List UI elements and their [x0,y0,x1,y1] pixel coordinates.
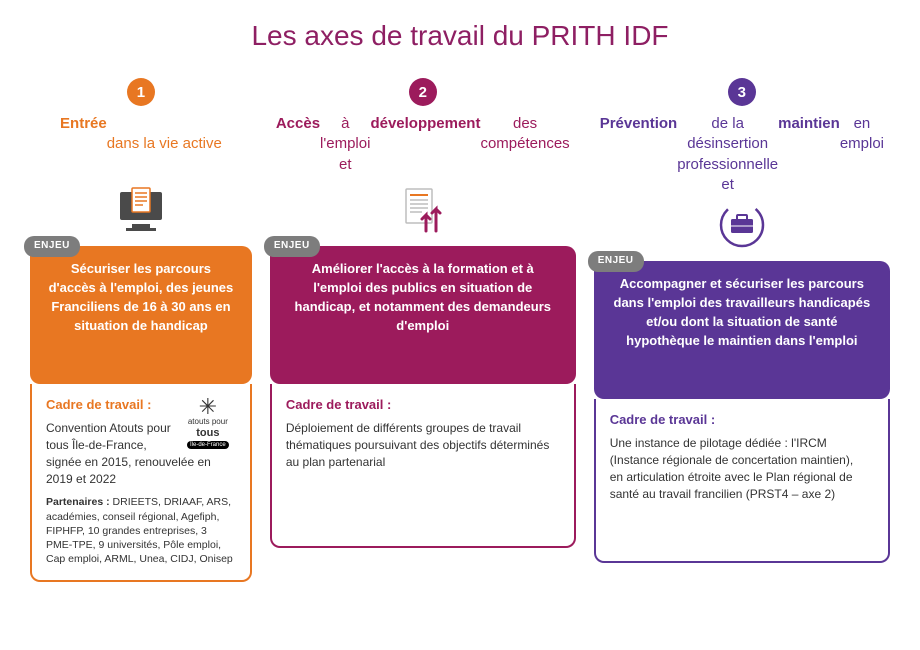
enjeu-text: Accompagner et sécuriser les parcours da… [612,275,872,350]
cadre-body: Déploiement de différents groupes de tra… [286,420,560,470]
axis-column-1: 1 Entréedans la vie active ENJEU Sécuris… [30,78,252,582]
axis-number-badge: 2 [409,78,437,106]
partners-line: Partenaires : DRIEETS, DRIAAF, ARS, acad… [46,495,236,566]
infographic-page: Les axes de travail du PRITH IDF 1 Entré… [0,0,920,602]
cadre-card: Cadre de travail : Une instance de pilot… [594,399,890,563]
axis-heading: Prévention de la désinsertion profession… [594,114,890,195]
enjeu-text: Améliorer l'accès à la formation et à l'… [288,260,558,335]
axis-column-3: 3 Prévention de la désinsertion professi… [594,78,890,582]
cadre-body: Une instance de pilotage dédiée : l'IRCM… [610,435,874,502]
cadre-card: ✳︎ atouts pour tous Île-de-France Cadre … [30,384,252,582]
axis-heading: Accès à l'emploiet développement des com… [270,114,576,180]
enjeu-card: ENJEU Améliorer l'accès à la formation e… [270,246,576,384]
axis-column-2: 2 Accès à l'emploiet développement des c… [270,78,576,582]
cadre-card: Cadre de travail : Déploiement de différ… [270,384,576,548]
cadre-title: Cadre de travail : [286,396,560,414]
partners-label: Partenaires : [46,496,110,508]
enjeu-card: ENJEU Accompagner et sécuriser les parco… [594,261,890,399]
cadre-title: Cadre de travail : [610,411,874,429]
axis-number-badge: 1 [127,78,155,106]
page-title: Les axes de travail du PRITH IDF [30,20,890,52]
briefcase-circle-icon [594,195,890,255]
axis-number-badge: 3 [728,78,756,106]
enjeu-text: Sécuriser les parcours d'accès à l'emplo… [48,260,234,335]
enjeu-tag: ENJEU [24,236,80,257]
axis-heading: Entréedans la vie active [30,114,252,180]
doc-arrows-icon [270,180,576,240]
columns-row: 1 Entréedans la vie active ENJEU Sécuris… [30,78,890,582]
enjeu-tag: ENJEU [264,236,320,257]
enjeu-card: ENJEU Sécuriser les parcours d'accès à l… [30,246,252,384]
atouts-pour-tous-logo: ✳︎ atouts pour tous Île-de-France [180,396,236,449]
computer-doc-icon [30,180,252,240]
enjeu-tag: ENJEU [588,251,644,272]
